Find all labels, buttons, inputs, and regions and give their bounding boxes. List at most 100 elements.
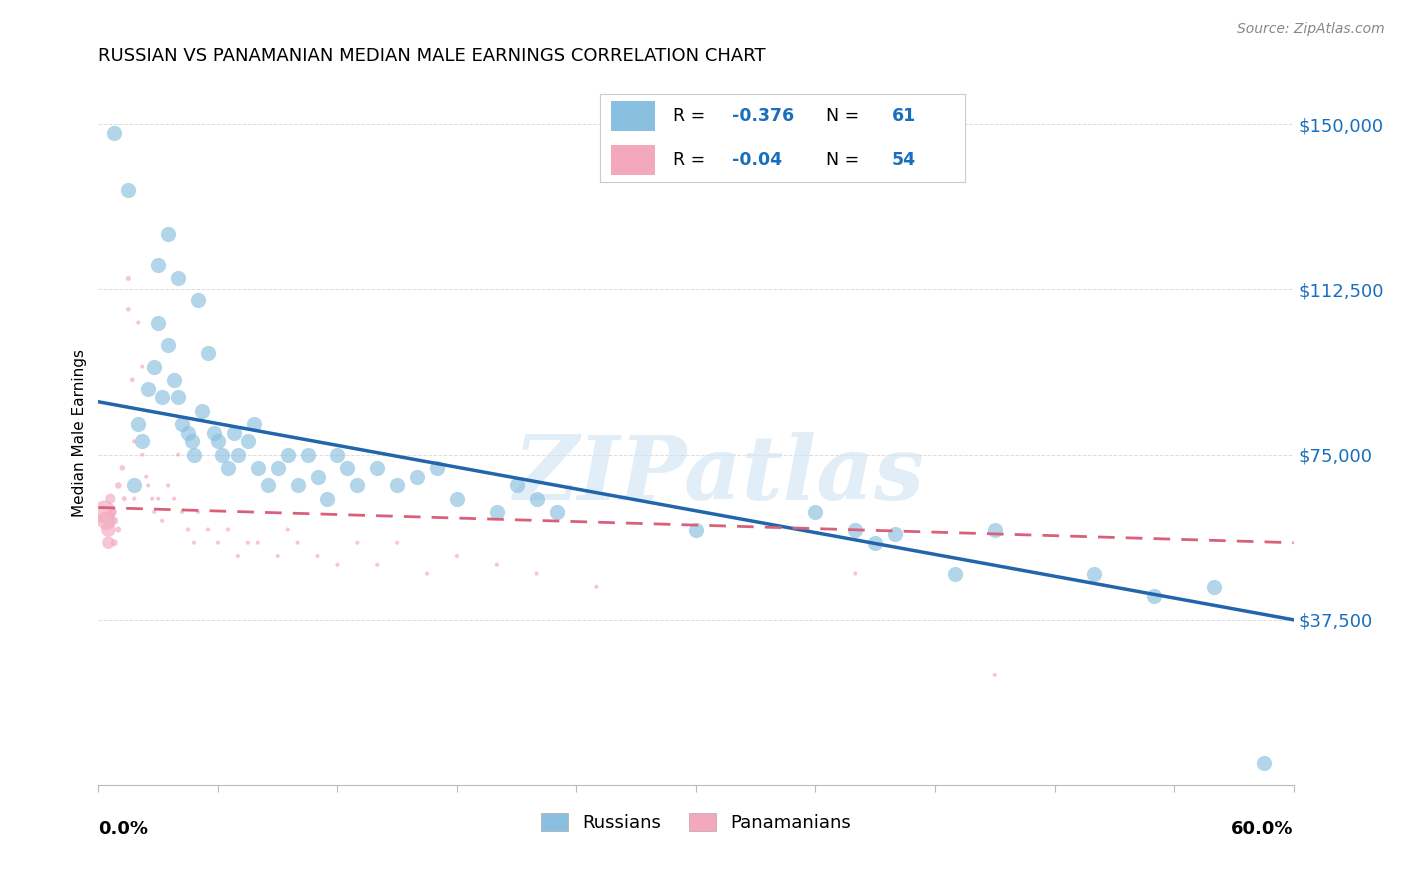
Point [172,417,194,431]
Point [287,478,309,492]
Point [226,448,249,462]
Text: 0.0%: 0.0% [98,821,149,838]
Point [246,535,269,549]
Point [97,523,120,537]
Text: ZIPatlas: ZIPatlas [515,432,925,518]
Point [346,478,368,492]
Point [446,549,468,563]
Point [222,425,245,440]
Point [385,478,409,492]
Point [217,523,239,537]
Point [1253,756,1275,770]
Point [326,558,349,572]
Point [124,491,146,506]
Point [143,359,166,374]
Point [167,391,190,405]
Point [256,478,278,492]
Point [526,566,548,581]
Point [127,316,149,330]
Point [197,523,219,537]
Point [124,434,146,449]
Point [446,491,468,506]
Point [197,346,219,360]
Point [117,271,139,285]
Point [163,491,186,506]
Point [103,514,125,528]
Point [131,448,153,462]
Point [585,580,607,594]
Point [267,549,290,563]
Point [191,403,214,417]
Point [984,668,1007,682]
Point [526,491,548,506]
Y-axis label: Median Male Earnings: Median Male Earnings [72,349,87,516]
Point [287,535,309,549]
Point [346,535,368,549]
Point [217,461,239,475]
Point [844,566,866,581]
Point [131,434,153,449]
Point [136,382,159,396]
Point [177,425,200,440]
Point [172,505,194,519]
Point [148,491,170,506]
Point [202,425,225,440]
Point [366,461,388,475]
Point [103,126,125,140]
Point [143,505,166,519]
Point [277,523,299,537]
Point [150,391,173,405]
Point [884,527,907,541]
Point [246,461,269,475]
Point [157,478,180,492]
Point [267,461,290,475]
Point [101,505,124,519]
Point [131,359,153,374]
Point [181,434,204,449]
Point [506,478,529,492]
Point [183,535,205,549]
Point [157,227,180,242]
Point [107,478,129,492]
Point [141,491,163,506]
Point [326,448,349,462]
Point [485,558,508,572]
Point [307,469,329,483]
Point [277,448,299,462]
Text: Source: ZipAtlas.com: Source: ZipAtlas.com [1237,22,1385,37]
Point [107,523,129,537]
Point [406,469,429,483]
Point [297,448,319,462]
Point [148,258,170,272]
Point [117,183,139,197]
Point [167,448,190,462]
Point [150,514,173,528]
Point [236,535,259,549]
Point [943,566,966,581]
Point [336,461,359,475]
Point [485,505,508,519]
Point [426,461,449,475]
Point [121,373,143,387]
Point [366,558,388,572]
Point [1202,580,1225,594]
Point [136,478,159,492]
Point [98,491,122,506]
Point [135,469,157,483]
Point [236,434,259,449]
Point [685,523,707,537]
Text: 60.0%: 60.0% [1232,821,1294,838]
Point [148,316,170,330]
Point [865,535,887,549]
Point [226,549,249,563]
Point [307,549,329,563]
Legend: Russians, Panamanians: Russians, Panamanians [534,805,858,839]
Point [243,417,266,431]
Point [183,448,205,462]
Point [96,514,118,528]
Point [124,478,146,492]
Point [97,535,120,549]
Point [103,535,125,549]
Point [385,535,409,549]
Point [984,523,1007,537]
